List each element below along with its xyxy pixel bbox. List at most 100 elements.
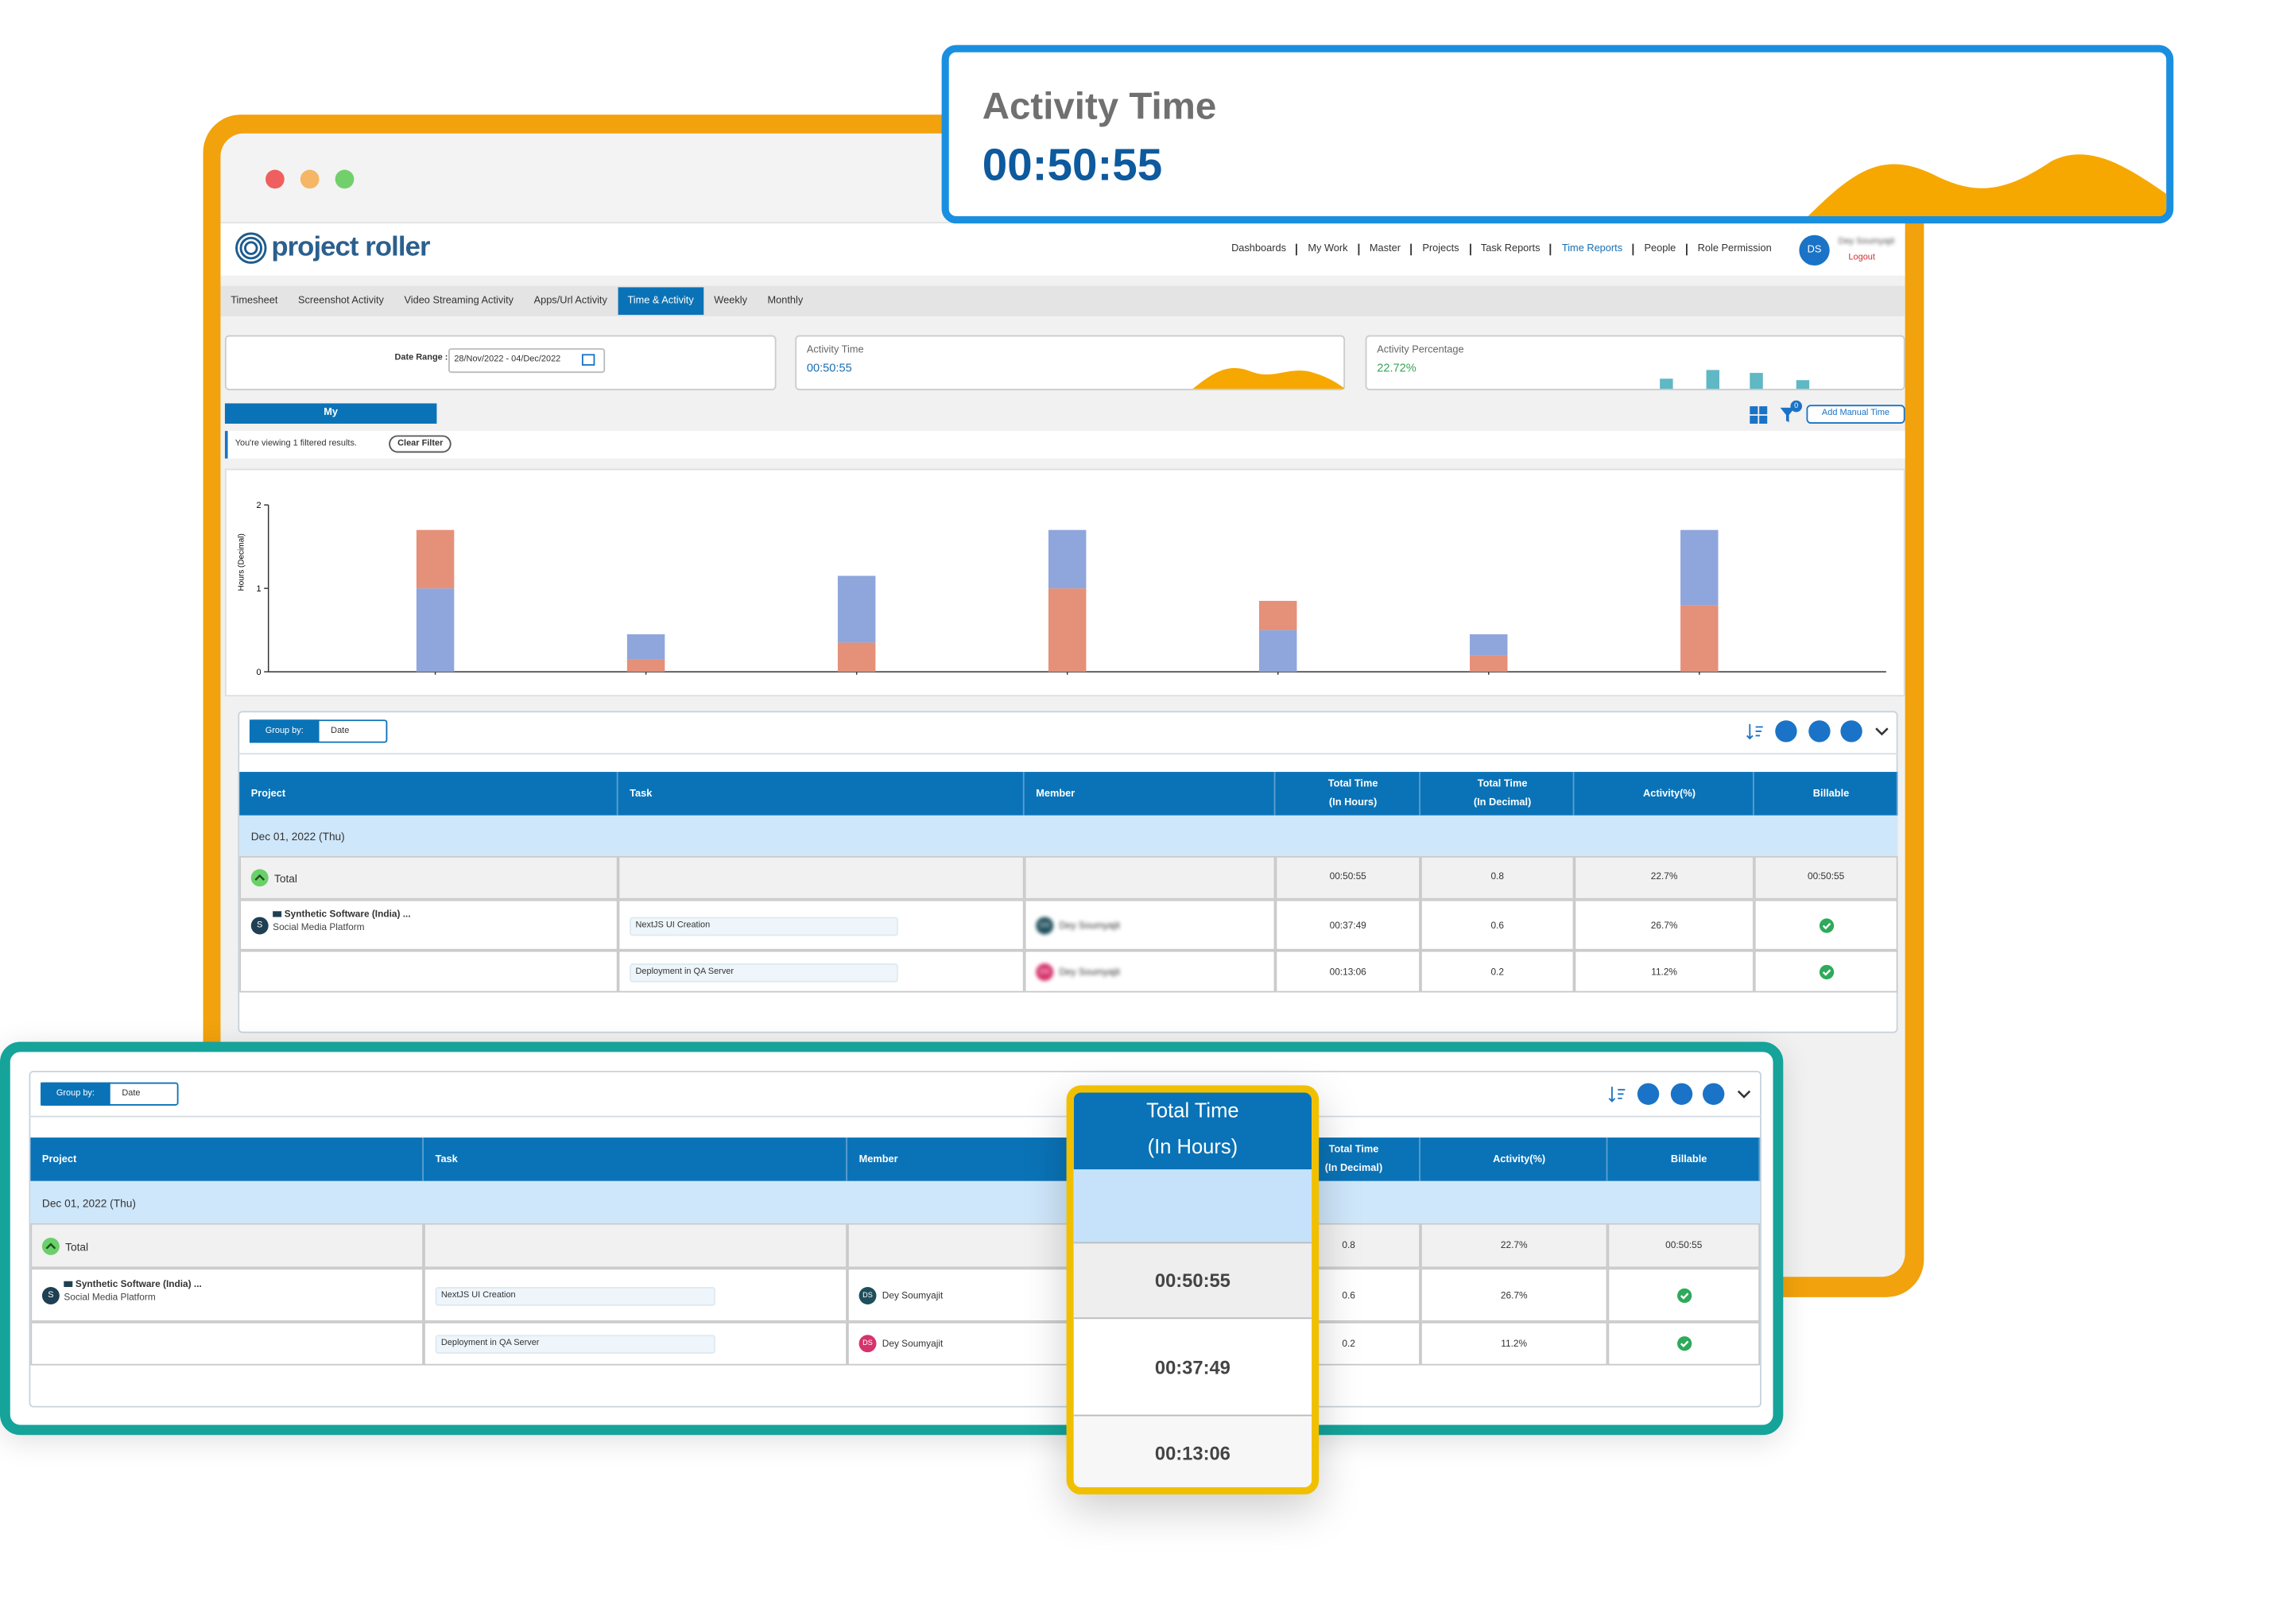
column-header-line: Activity(%) bbox=[1493, 1154, 1546, 1165]
my-tab[interactable]: My bbox=[224, 403, 437, 424]
billable-check bbox=[1676, 1336, 1692, 1351]
user-avatar: DS bbox=[1799, 234, 1830, 266]
tab[interactable]: Screenshot Activity bbox=[297, 296, 384, 307]
briefcase-shape bbox=[64, 1280, 73, 1287]
task-field bbox=[630, 916, 898, 936]
bar-segment bbox=[626, 634, 665, 660]
add-manual-time[interactable]: Add Manual Time bbox=[1806, 405, 1905, 424]
total-cell: 0.8 bbox=[1490, 872, 1504, 882]
cell bbox=[1420, 1223, 1608, 1269]
cell bbox=[1275, 855, 1420, 900]
activity-callout: Activity Time 00:50:55 bbox=[941, 45, 2174, 224]
bar-segment bbox=[1470, 634, 1508, 656]
group-label: Dec 01, 2022 (Thu) bbox=[41, 1196, 136, 1210]
billable-check bbox=[1676, 1287, 1692, 1303]
nav-item[interactable]: Task Reports bbox=[1469, 243, 1550, 256]
table-tools bbox=[1608, 1083, 1751, 1105]
activity-percentage-label: Activity Percentage bbox=[1377, 345, 1464, 356]
group-row bbox=[239, 815, 1898, 856]
column-header: Billable bbox=[1754, 772, 1898, 816]
calendar-shape bbox=[581, 354, 595, 366]
column-header: Total Time (In Decimal) bbox=[1277, 1138, 1420, 1181]
nav-item[interactable]: Time Reports bbox=[1550, 243, 1633, 256]
card-wave-shape bbox=[1192, 367, 1346, 390]
tab[interactable]: Timesheet bbox=[231, 296, 278, 307]
bar-segment bbox=[1680, 529, 1719, 606]
grid-cell bbox=[1759, 415, 1768, 424]
cell bbox=[239, 950, 618, 993]
cell bbox=[847, 1321, 1103, 1366]
task-field bbox=[435, 1335, 715, 1355]
card-wave bbox=[1192, 367, 1346, 390]
group-by-value[interactable]: Date bbox=[122, 1089, 141, 1099]
billable-check bbox=[1819, 917, 1834, 932]
user-name: Dey Soumyajit bbox=[1838, 238, 1895, 247]
cell bbox=[30, 1268, 424, 1322]
logout[interactable]: Logout bbox=[1848, 254, 1875, 263]
logo-text: project roller bbox=[271, 232, 430, 263]
member-avatar: DS bbox=[858, 1335, 877, 1353]
date-value[interactable]: 28/Nov/2022 - 04/Dec/2022 bbox=[454, 355, 561, 365]
cell bbox=[423, 1223, 847, 1269]
task-field bbox=[435, 1286, 715, 1305]
column-header-line: (In Decimal) bbox=[1473, 797, 1532, 808]
project-name: Synthetic Software (India) ... bbox=[75, 1279, 202, 1289]
bar-segment bbox=[1680, 605, 1719, 672]
nav-item[interactable]: Role Permission bbox=[1686, 243, 1781, 256]
row-cell: 26.7% bbox=[1500, 1290, 1528, 1301]
member-name: Dey Soumyajit bbox=[882, 1339, 944, 1350]
logo-ring bbox=[235, 232, 267, 264]
filter-message: You're viewing 1 filtered results. bbox=[234, 440, 357, 449]
cell bbox=[1275, 950, 1420, 993]
column-header-line: Billable bbox=[1670, 1154, 1707, 1165]
member-name: Dey Soumyajit bbox=[1059, 921, 1120, 931]
clear-filter[interactable]: Clear Filter bbox=[389, 435, 452, 453]
subproject-name: Social Media Platform bbox=[64, 1292, 156, 1303]
check-circle bbox=[1819, 917, 1834, 932]
cell bbox=[1607, 1223, 1761, 1269]
cell bbox=[1574, 855, 1754, 900]
nav-item[interactable]: Master bbox=[1358, 243, 1410, 256]
nav-item[interactable]: My Work bbox=[1296, 243, 1358, 256]
cell bbox=[1420, 1321, 1608, 1366]
column-header: Project bbox=[239, 772, 618, 816]
bar-segment bbox=[1470, 655, 1508, 672]
group-by-value[interactable]: Date bbox=[331, 727, 350, 736]
mini-bar bbox=[1750, 373, 1763, 390]
cell bbox=[1574, 950, 1754, 993]
tab[interactable]: Apps/Url Activity bbox=[533, 296, 607, 307]
member-name: Dey Soumyajit bbox=[1059, 967, 1120, 978]
logo-icon bbox=[235, 232, 267, 264]
column-header-line: Task bbox=[630, 789, 653, 799]
tab[interactable]: Video Streaming Activity bbox=[404, 296, 514, 307]
toggle-chevron bbox=[254, 874, 265, 881]
toggle-circle bbox=[41, 1237, 60, 1254]
column-header: Member bbox=[1025, 772, 1276, 816]
toggle-chevron bbox=[45, 1242, 56, 1249]
row-cell: 26.7% bbox=[1650, 921, 1678, 931]
column-header-line: Activity(%) bbox=[1642, 789, 1696, 799]
briefcase-icon bbox=[64, 1280, 73, 1287]
nav-item[interactable]: Dashboards bbox=[1231, 243, 1286, 254]
nav-item[interactable]: Projects bbox=[1410, 243, 1470, 256]
activity-time-label: Activity Time bbox=[806, 345, 864, 356]
mini-bar bbox=[1660, 378, 1673, 390]
mini-bar bbox=[1706, 370, 1719, 390]
column-header-line: Total Time bbox=[1327, 779, 1378, 789]
nav-item[interactable]: People bbox=[1632, 243, 1686, 256]
tab[interactable]: Weekly bbox=[714, 296, 747, 307]
tabs: Timesheet Screenshot Activity Video Stream… bbox=[220, 287, 813, 316]
tab[interactable]: Monthly bbox=[767, 296, 804, 307]
card bbox=[1365, 335, 1905, 391]
filter-badge: 0 bbox=[1790, 400, 1803, 413]
row-cell: 11.2% bbox=[1501, 1339, 1528, 1350]
row-cell: 00:37:49 bbox=[1329, 921, 1366, 931]
column-header: Project bbox=[30, 1138, 424, 1181]
tab[interactable]: Time & Activity bbox=[617, 287, 704, 316]
project-avatar: S bbox=[250, 916, 269, 934]
